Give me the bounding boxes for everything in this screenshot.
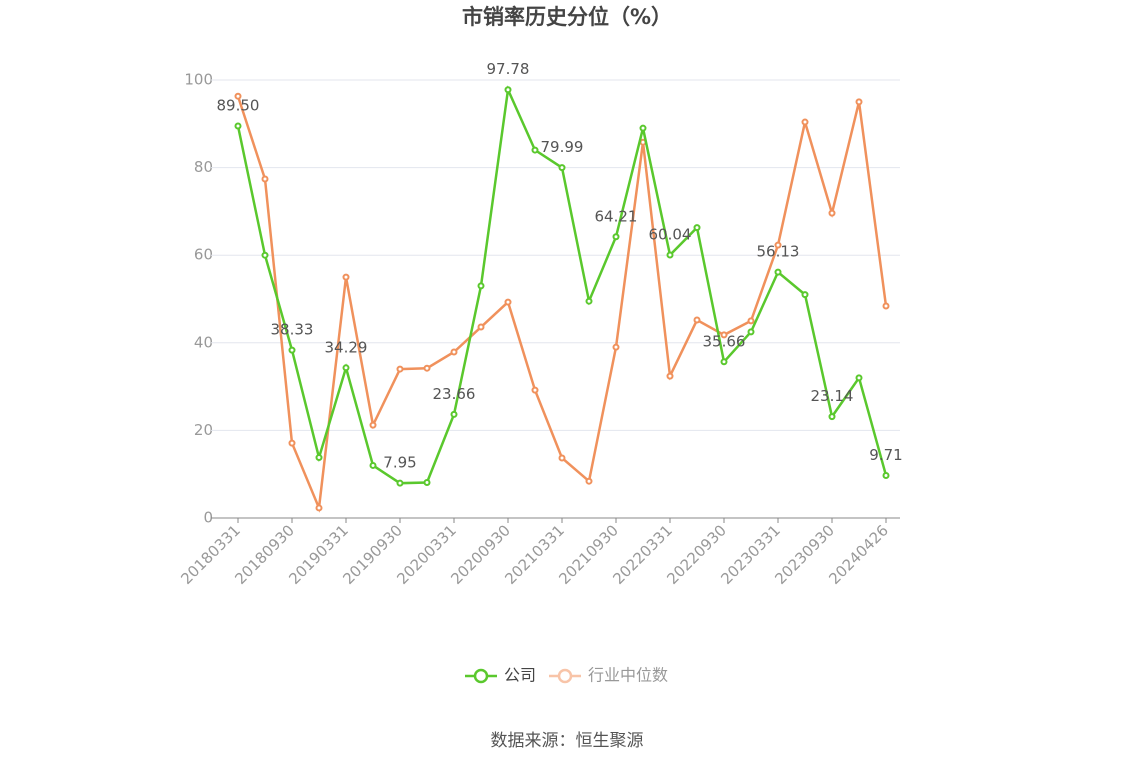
data-label: 60.04 — [649, 226, 692, 244]
data-label: 56.13 — [757, 243, 800, 261]
y-tick-label: 80 — [194, 158, 213, 176]
point — [828, 413, 836, 421]
point — [558, 454, 566, 462]
line — [236, 95, 888, 513]
legend-label: 公司 — [504, 666, 536, 685]
point — [288, 439, 296, 447]
point — [612, 343, 620, 351]
point — [315, 454, 323, 462]
point — [882, 471, 890, 479]
point — [855, 374, 863, 382]
point — [450, 348, 458, 356]
point — [531, 146, 539, 154]
point — [477, 282, 485, 290]
point — [747, 317, 755, 325]
point — [693, 316, 701, 324]
y-tick-label: 60 — [194, 246, 213, 264]
point — [396, 479, 404, 487]
point — [720, 331, 728, 339]
y-tick-label: 20 — [194, 421, 213, 439]
point — [477, 323, 485, 331]
point — [855, 98, 863, 106]
point — [720, 358, 728, 366]
point — [801, 118, 809, 126]
point — [882, 302, 890, 310]
point — [828, 209, 836, 217]
y-tick-label: 0 — [203, 509, 213, 527]
point — [774, 241, 782, 249]
data-label: 79.99 — [541, 138, 584, 156]
point — [369, 461, 377, 469]
point — [396, 365, 404, 373]
point — [612, 233, 620, 241]
data-label: 64.21 — [595, 207, 638, 225]
point — [450, 410, 458, 418]
point — [531, 386, 539, 394]
data-label: 35.66 — [703, 332, 746, 350]
chart-title: 市销率历史分位（%） — [462, 5, 672, 29]
point — [288, 346, 296, 354]
data-label: 89.50 — [217, 96, 260, 114]
point — [423, 479, 431, 487]
x-tick-label: 20240426 — [825, 521, 892, 588]
point — [666, 251, 674, 259]
point — [504, 86, 512, 94]
legend-marker — [557, 668, 573, 684]
data-label: 23.66 — [433, 385, 476, 403]
data-label: 9.71 — [869, 446, 902, 464]
point — [801, 291, 809, 299]
point — [693, 224, 701, 232]
data-label: 97.78 — [487, 60, 530, 78]
point — [342, 364, 350, 372]
data-label: 38.33 — [271, 321, 314, 339]
point — [234, 122, 242, 130]
point — [585, 297, 593, 305]
data-label: 23.14 — [811, 387, 854, 405]
data-label: 34.29 — [325, 338, 368, 356]
point — [747, 328, 755, 336]
point — [558, 164, 566, 172]
y-tick-label: 40 — [194, 333, 213, 351]
point — [423, 364, 431, 372]
point — [369, 421, 377, 429]
point — [504, 298, 512, 306]
point — [234, 92, 242, 100]
point — [774, 268, 782, 276]
point — [666, 372, 674, 380]
legend-marker — [473, 668, 489, 684]
point — [639, 124, 647, 132]
legend-item[interactable]: 行业中位数 — [549, 666, 668, 685]
source: 数据来源：恒生聚源 — [491, 731, 644, 751]
y-tick-label: 100 — [184, 71, 213, 89]
data-label: 7.95 — [383, 454, 416, 472]
point — [261, 251, 269, 259]
point — [315, 504, 323, 512]
point — [585, 477, 593, 485]
point — [261, 175, 269, 183]
legend-item[interactable]: 公司 — [465, 666, 536, 685]
legend-label: 行业中位数 — [588, 666, 668, 685]
point — [342, 273, 350, 281]
